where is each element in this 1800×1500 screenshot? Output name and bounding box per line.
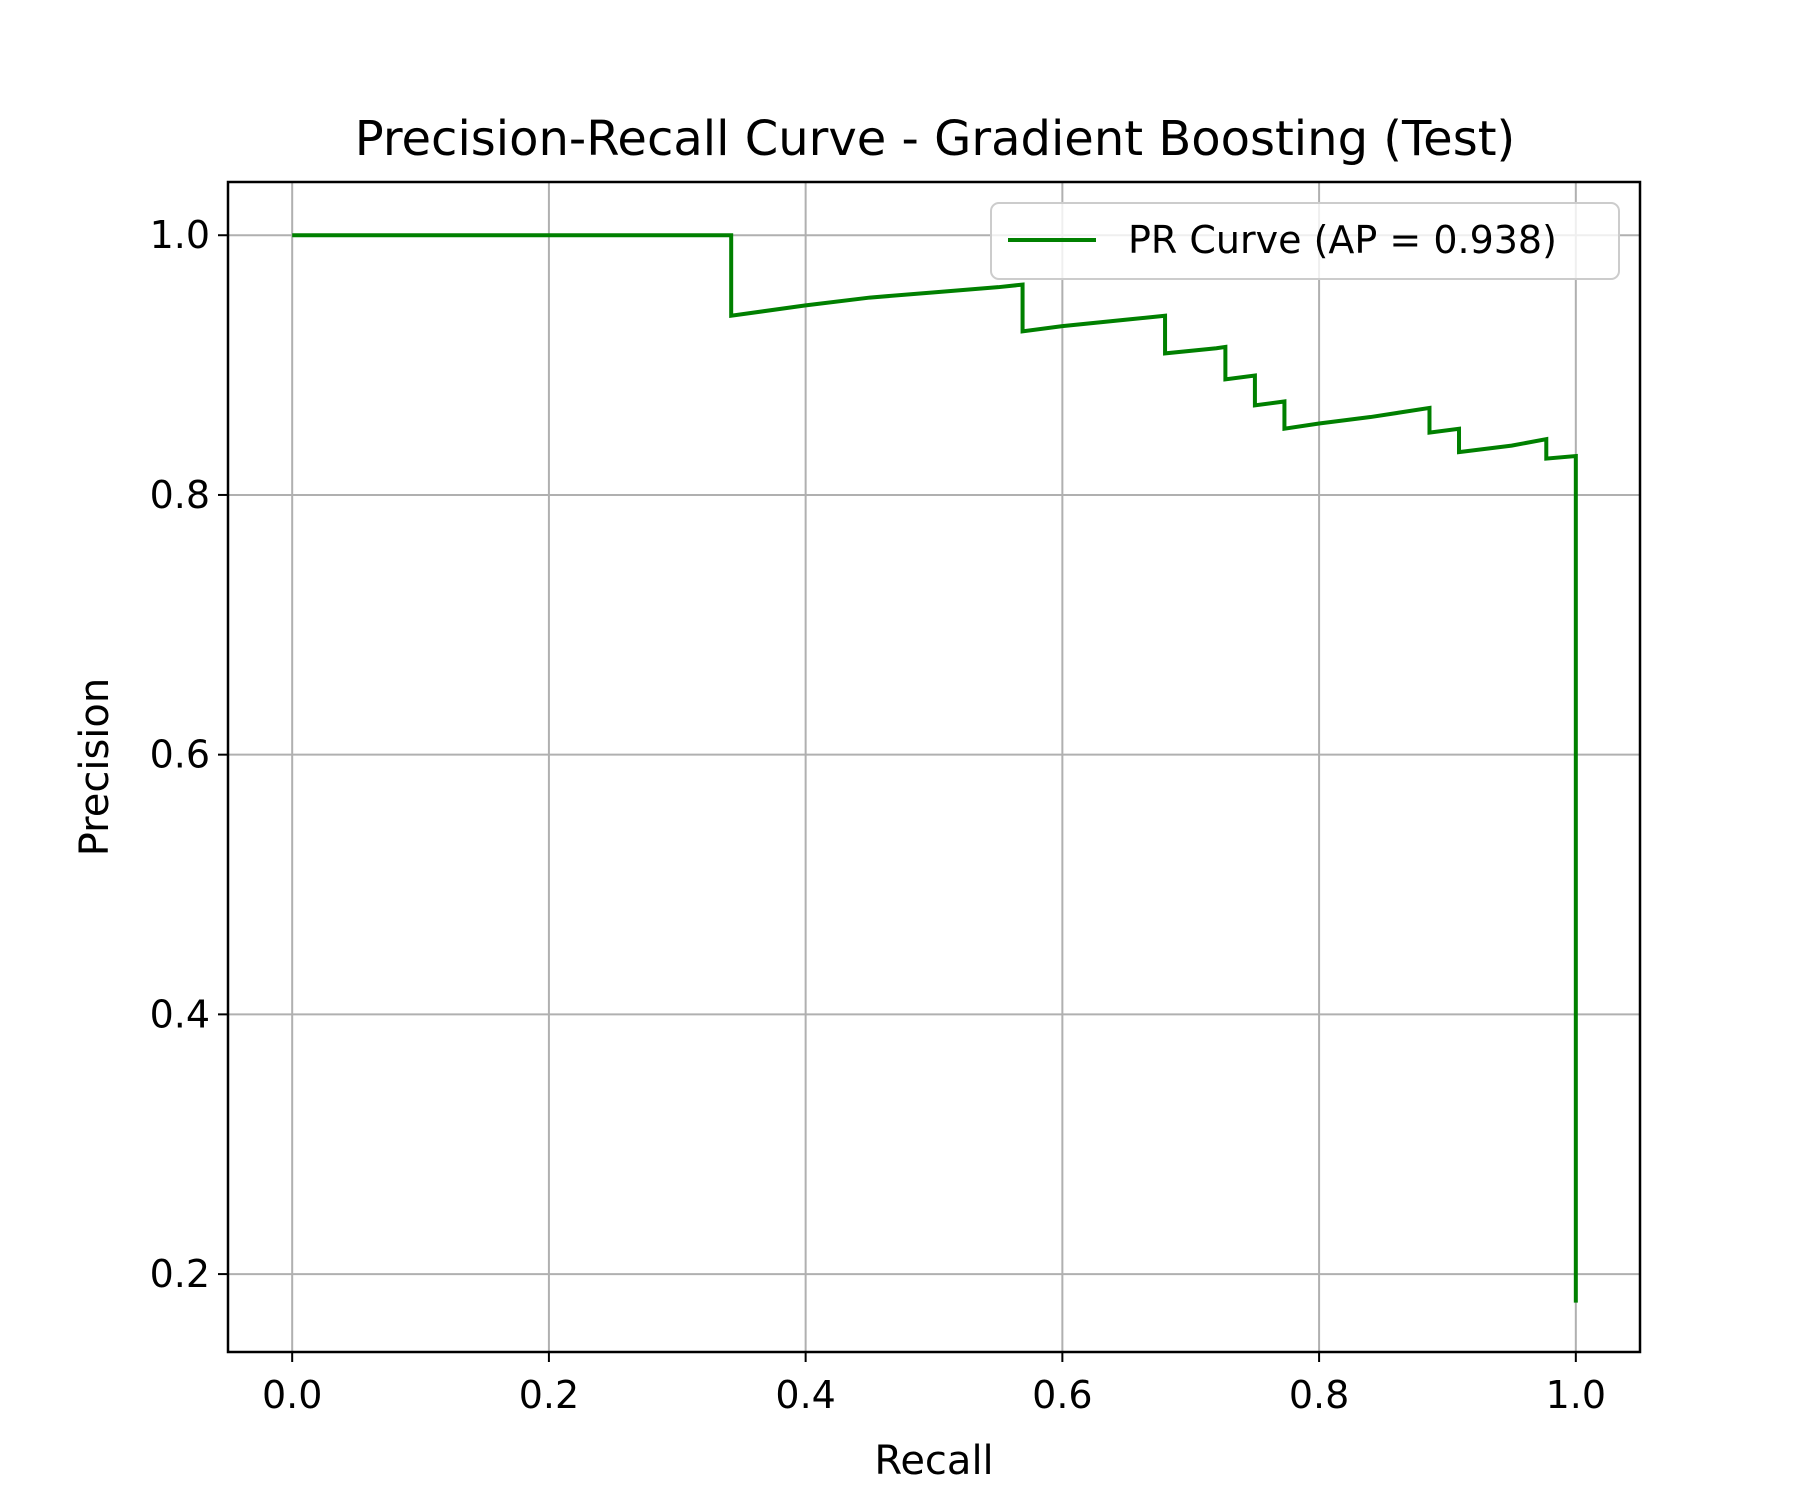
legend-frame [990, 202, 1620, 280]
y-axis-label: Precision [72, 678, 118, 856]
y-tick-label: 0.2 [150, 1252, 210, 1296]
x-tick-label: 0.2 [519, 1373, 579, 1417]
x-tick-label: 0.4 [775, 1373, 835, 1417]
series-layer [292, 233, 1578, 1303]
chart-title: Precision-Recall Curve - Gradient Boosti… [355, 111, 1516, 167]
x-tick-label: 1.0 [1546, 1373, 1606, 1417]
x-tick-label: 0.8 [1289, 1373, 1349, 1417]
legend-label: PR Curve (AP = 0.938) [1128, 218, 1557, 262]
y-tick-label: 0.6 [150, 733, 210, 777]
ticks: 0.0 0.2 0.4 0.6 0.8 1.0 0.2 0.4 0.6 0.8 1.0 [150, 213, 1606, 1417]
x-tick-label: 0.6 [1032, 1373, 1092, 1417]
y-tick-label: 0.4 [150, 992, 210, 1036]
pr-curve-line [292, 233, 1578, 1303]
y-tick-label: 1.0 [150, 213, 210, 257]
x-tick-label: 0.0 [262, 1373, 322, 1417]
plot-frame [226, 180, 1642, 1354]
x-axis-label: Recall [874, 1438, 993, 1484]
y-tick-label: 0.8 [150, 473, 210, 517]
legend: PR Curve (AP = 0.938) [990, 202, 1620, 280]
